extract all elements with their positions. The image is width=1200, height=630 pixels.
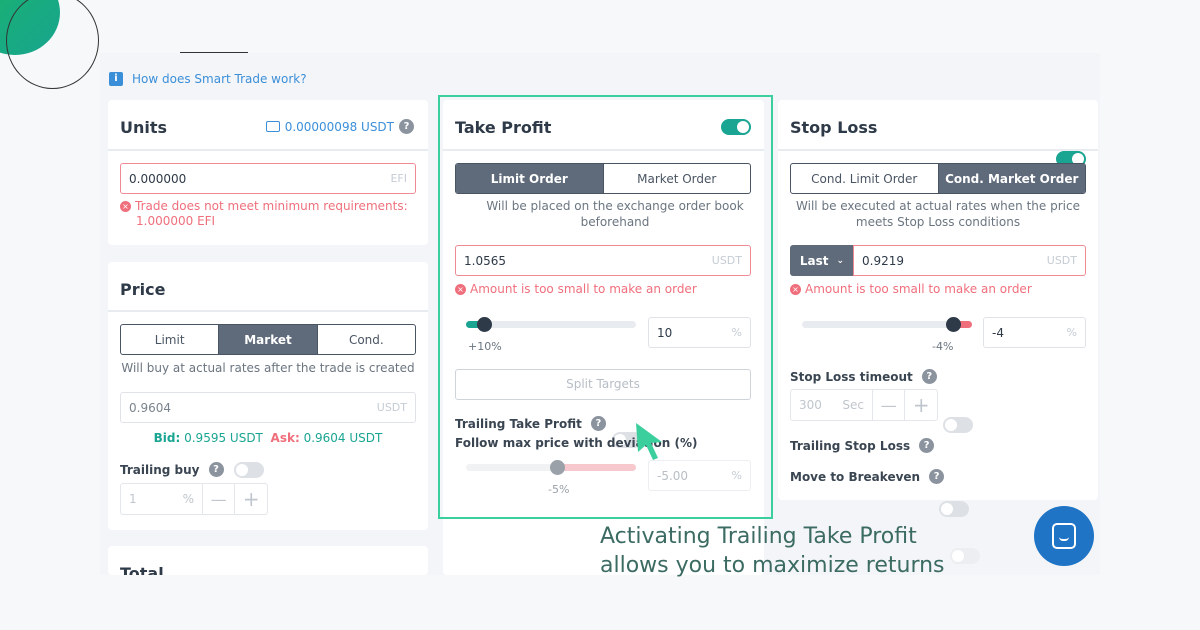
plus-button[interactable]: + [234,484,267,514]
units-title: Units [120,118,168,137]
tab-cond-limit-order[interactable]: Cond. Limit Order [811,171,918,186]
divider [778,149,1098,151]
deviation-input[interactable]: -5.00% [648,460,751,491]
divider [108,149,428,151]
move-to-breakeven-label: Move to Breakeven? [790,469,945,484]
help-link[interactable]: i How does Smart Trade work? [109,72,307,86]
price-type-dropdown[interactable]: Last ⌄ [790,245,854,276]
total-title: Total [120,564,164,575]
slider-handle[interactable] [477,317,492,332]
stop-loss-error: × Amount is too small to make an order [790,282,1032,297]
tab-cond-market-order[interactable]: Cond. Market Order [937,164,1085,193]
chat-icon [1052,523,1076,549]
take-profit-price-input[interactable]: 1.0565 USDT [455,245,751,276]
help-icon[interactable]: ? [399,119,414,134]
price-type-tabs: Limit Market Cond. [120,324,416,355]
take-profit-order-tabs: Limit Order Market Order [455,163,751,194]
take-profit-toggle[interactable] [721,119,751,135]
units-error: × Trade does not meet minimum requirement… [120,199,408,229]
minus-button[interactable]: — [871,390,905,420]
stop-loss-title: Stop Loss [790,118,878,137]
price-input[interactable]: 0.9604 USDT [120,392,416,423]
total-card: Total [108,546,428,575]
units-input[interactable]: 0.000000 EFI [120,163,416,194]
slider-handle[interactable] [550,460,565,475]
tab-limit[interactable]: Limit [154,332,185,347]
take-profit-title: Take Profit [455,118,552,137]
trailing-take-profit-label: Trailing Take Profit? [455,416,606,431]
minus-button[interactable]: — [201,484,235,514]
stop-loss-slider[interactable] [802,321,972,328]
info-icon: i [109,72,123,86]
caption: Activating Trailing Take Profit allows y… [600,524,945,578]
slider-label: -4% [932,340,954,353]
deviation-slider-label: -5% [548,483,570,496]
trailing-stop-loss-label: Trailing Stop Loss? [790,438,935,453]
trailing-take-profit-toggle[interactable] [612,432,642,448]
deviation-label: Follow max price with deviation (%) [455,436,698,450]
help-icon[interactable]: ? [208,462,224,477]
slider-label: +10% [468,340,502,353]
trailing-buy-stepper[interactable]: 1% — + [120,483,268,515]
price-note: Will buy at actual rates after the trade… [121,361,415,375]
stop-loss-timeout-label: Stop Loss timeout? [790,369,937,384]
error-icon: × [790,284,801,295]
plus-button[interactable]: + [904,390,937,420]
help-icon[interactable]: ? [929,469,945,484]
cursor-arrow-icon [636,423,662,460]
help-icon[interactable]: ? [590,416,606,431]
slider-handle[interactable] [946,317,961,332]
tab-limit-order[interactable]: Limit Order [456,164,603,193]
balance: 0.00000098 USDT ? [265,119,414,134]
wallet-icon [265,121,280,132]
trailing-buy-toggle[interactable] [234,462,264,478]
divider [443,149,764,151]
take-profit-percent-input[interactable]: 10% [648,317,751,348]
stop-loss-note: Will be executed at actual rates when th… [796,199,1080,229]
decor-outline-circle [6,0,99,89]
divider [108,310,428,312]
error-icon: × [455,284,466,295]
highlight-frame [438,95,773,519]
chat-button[interactable] [1034,506,1094,566]
take-profit-note: Will be placed on the exchange order boo… [486,199,744,229]
stop-loss-order-tabs: Cond. Limit Order Cond. Market Order [790,163,1086,194]
take-profit-slider[interactable] [466,321,636,328]
price-title: Price [120,280,166,299]
decor-line [180,52,248,53]
units-card: Units 0.00000098 USDT ? 0.000000 EFI × Tra… [108,100,428,245]
tab-cond[interactable]: Cond. [316,325,415,354]
move-to-breakeven-toggle[interactable] [950,548,980,564]
help-icon[interactable]: ? [921,369,937,384]
stop-loss-percent-input[interactable]: -4% [983,317,1086,348]
tab-market[interactable]: Market [218,325,317,354]
split-targets-button[interactable]: Split Targets [455,369,751,400]
error-icon: × [120,201,131,212]
price-card: Price Limit Market Cond. Will buy at act… [108,262,428,530]
chevron-down-icon: ⌄ [836,255,845,266]
take-profit-error: × Amount is too small to make an order [455,282,697,297]
stop-loss-timeout-toggle[interactable] [943,417,973,433]
trailing-buy-label: Trailing buy? [120,462,224,477]
tab-market-order[interactable]: Market Order [602,164,751,193]
bid-ask: Bid: 0.9595 USDT Ask: 0.9604 USDT [153,431,383,445]
timeout-stepper[interactable]: 300 Sec — + [790,389,938,421]
help-icon[interactable]: ? [919,438,935,453]
stop-loss-price-input[interactable]: 0.9219 USDT [853,245,1086,276]
trailing-stop-loss-toggle[interactable] [939,501,969,517]
